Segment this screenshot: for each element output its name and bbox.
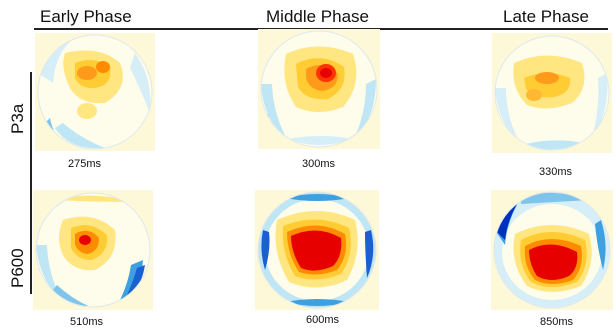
time-label-600ms: 600ms xyxy=(306,314,340,326)
topomap-p3a-middle xyxy=(258,29,380,149)
column-header-middle: Middle Phase xyxy=(266,7,370,26)
row-axis-line xyxy=(30,72,32,294)
column-header-late: Late Phase xyxy=(503,7,590,26)
row-label-p600: P600 xyxy=(8,248,27,288)
time-label-850ms: 850ms xyxy=(540,316,574,328)
row-label-p3a: P3a xyxy=(8,103,27,134)
time-label-330ms: 330ms xyxy=(539,166,573,178)
time-label-275ms: 275ms xyxy=(68,158,102,170)
time-label-510ms: 510ms xyxy=(70,316,104,328)
column-header-early: Early Phase xyxy=(40,7,132,26)
header-rule xyxy=(34,28,608,30)
time-label-300ms: 300ms xyxy=(302,158,336,170)
topomap-p600-middle xyxy=(255,190,379,310)
topomap-p600-late xyxy=(491,190,613,310)
topomap-p600-early xyxy=(33,190,153,310)
topomap-p3a-late xyxy=(492,33,612,153)
topomap-p3a-early xyxy=(35,33,155,151)
